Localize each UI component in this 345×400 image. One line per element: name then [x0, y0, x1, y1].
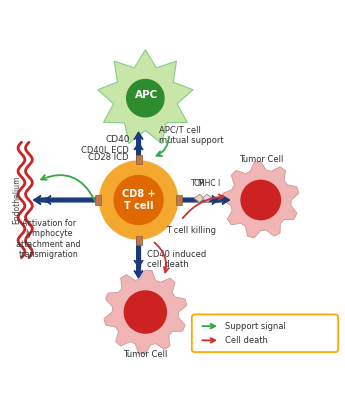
Text: Endothelium: Endothelium	[12, 176, 21, 224]
FancyArrow shape	[178, 196, 229, 204]
FancyArrow shape	[33, 196, 99, 204]
Text: CD40 induced
cell death: CD40 induced cell death	[147, 250, 206, 269]
Text: Activation for
lymphocyte
attachment and
transmigration: Activation for lymphocyte attachment and…	[16, 219, 81, 259]
Bar	[95, 195, 101, 205]
Polygon shape	[222, 162, 299, 238]
Circle shape	[114, 176, 163, 224]
Text: MHC I: MHC I	[198, 179, 220, 188]
Circle shape	[127, 80, 164, 117]
Text: T cell killing: T cell killing	[166, 226, 216, 235]
Text: Tumor Cell: Tumor Cell	[239, 155, 283, 164]
Text: APC: APC	[136, 90, 159, 100]
Polygon shape	[203, 194, 212, 202]
Text: CD40: CD40	[106, 135, 130, 144]
FancyArrow shape	[44, 196, 51, 204]
FancyArrow shape	[134, 239, 143, 278]
Text: CD28 ICD: CD28 ICD	[88, 153, 128, 162]
Text: CD8 +
T cell: CD8 + T cell	[122, 189, 155, 211]
FancyBboxPatch shape	[192, 314, 338, 352]
Text: Cell death: Cell death	[225, 336, 268, 345]
Text: CD40L ECD: CD40L ECD	[81, 146, 128, 155]
Bar	[136, 154, 141, 164]
Text: TCR: TCR	[191, 179, 206, 188]
Polygon shape	[104, 270, 187, 354]
FancyArrow shape	[134, 260, 143, 267]
Circle shape	[99, 161, 178, 239]
Text: APC/T cell
mutual support: APC/T cell mutual support	[159, 126, 224, 145]
Text: Tumor Cell: Tumor Cell	[123, 350, 168, 359]
FancyArrow shape	[212, 196, 219, 204]
Polygon shape	[98, 50, 193, 144]
Text: Support signal: Support signal	[225, 322, 286, 331]
Bar	[176, 195, 183, 205]
Circle shape	[241, 180, 280, 220]
FancyArrow shape	[134, 132, 143, 161]
FancyArrow shape	[134, 143, 143, 150]
Bar	[136, 236, 141, 246]
Circle shape	[124, 291, 166, 333]
Polygon shape	[194, 194, 204, 202]
